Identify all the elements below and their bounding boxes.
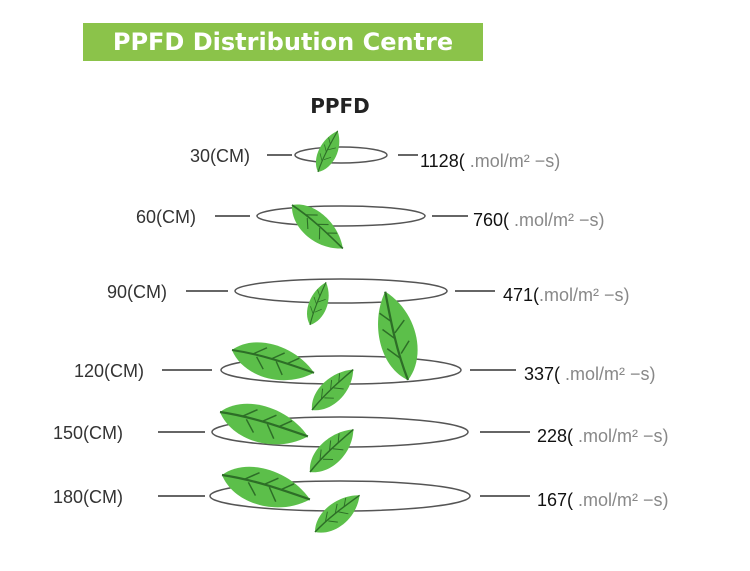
title-banner: PPFD Distribution Centre Value xyxy=(83,23,483,94)
height-label-150: 150(CM) xyxy=(53,423,124,443)
ppfd-unit-120: .mol/m² −s) xyxy=(560,364,656,384)
ppfd-value-60: 760( .mol/m² −s) xyxy=(473,210,605,231)
leaf-graphic-2 xyxy=(284,192,350,263)
leaf-graphic-10 xyxy=(306,488,370,540)
ring-30 xyxy=(294,146,388,164)
leaf-graphic-4 xyxy=(373,288,422,384)
ring-60 xyxy=(256,205,426,227)
ppfd-value-30: 1128( .mol/m² −s) xyxy=(420,151,560,172)
leaf-graphic-8 xyxy=(299,423,365,480)
leaf-graphic-1 xyxy=(307,127,350,177)
ppfd-unit-30: .mol/m² −s) xyxy=(464,151,561,171)
ppfd-unit-90: .mol/m² −s) xyxy=(539,285,630,305)
ppfd-number-60: 760( xyxy=(473,210,510,230)
height-label-30: 30(CM) xyxy=(190,146,251,166)
ppfd-unit-60: .mol/m² −s) xyxy=(509,210,605,230)
ring-90 xyxy=(234,278,448,304)
leaf-graphic-7 xyxy=(213,387,314,463)
ppfd-value-120: 337( .mol/m² −s) xyxy=(524,364,656,385)
ppfd-number-90: 471( xyxy=(503,285,540,305)
ppfd-number-30: 1128( xyxy=(420,151,465,171)
ppfd-number-180: 167( xyxy=(537,490,574,510)
ppfd-value-150: 228( .mol/m² −s) xyxy=(537,426,669,447)
diagram-heading: PPFD xyxy=(310,94,370,118)
ppfd-number-120: 337( xyxy=(524,364,561,384)
height-label-180: 180(CM) xyxy=(53,487,124,507)
leaf-graphic-3 xyxy=(298,279,339,329)
leaf-graphic-9 xyxy=(215,450,316,526)
ppfd-number-150: 228( xyxy=(537,426,574,446)
height-label-120: 120(CM) xyxy=(74,361,145,381)
ppfd-unit-150: .mol/m² −s) xyxy=(573,426,669,446)
ppfd-unit-180: .mol/m² −s) xyxy=(573,490,669,510)
height-label-60: 60(CM) xyxy=(136,207,197,227)
ppfd-value-90: 471(.mol/m² −s) xyxy=(503,285,630,306)
ppfd-value-180: 167( .mol/m² −s) xyxy=(537,490,669,511)
height-label-90: 90(CM) xyxy=(107,282,168,302)
leaf-graphic-5 xyxy=(226,327,320,398)
